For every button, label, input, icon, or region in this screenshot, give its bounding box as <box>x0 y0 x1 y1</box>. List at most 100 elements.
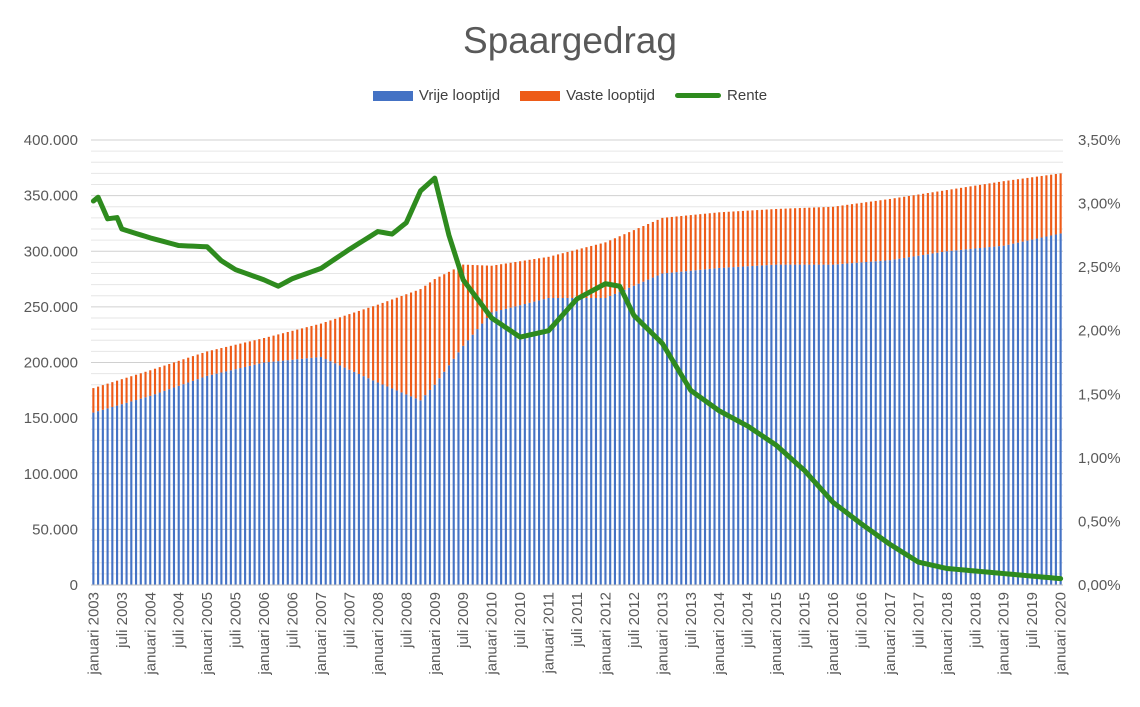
bar-vrije-looptijd <box>599 297 602 585</box>
bar-vaste-looptijd <box>760 209 763 266</box>
x-tick-label: juli 2003 <box>114 592 131 649</box>
bar-vaste-looptijd <box>794 208 797 265</box>
bar-vaste-looptijd <box>542 257 545 300</box>
y-right-tick-label: 1,00% <box>1078 450 1121 467</box>
bar-vrije-looptijd <box>182 384 185 585</box>
y-right-tick-label: 2,00% <box>1078 323 1121 340</box>
bar-vrije-looptijd <box>296 359 299 585</box>
bar-vrije-looptijd <box>376 382 379 585</box>
bar-vaste-looptijd <box>846 204 849 264</box>
bar-vaste-looptijd <box>485 265 488 318</box>
y-left-tick-label: 250.000 <box>24 299 78 316</box>
bar-vaste-looptijd <box>888 198 892 261</box>
bar-vrije-looptijd <box>779 264 782 585</box>
bar-vrije-looptijd <box>490 312 493 585</box>
bar-vaste-looptijd <box>623 234 626 290</box>
bar-vaste-looptijd <box>841 205 844 264</box>
bar-vrije-looptijd <box>656 275 659 585</box>
bar-vaste-looptijd <box>149 370 152 396</box>
bar-vrije-looptijd <box>409 396 413 585</box>
legend-label-vrije-looptijd: Vrije looptijd <box>418 87 501 104</box>
bar-vrije-looptijd <box>926 254 929 585</box>
bar-vrije-looptijd <box>234 369 237 585</box>
bar-vaste-looptijd <box>163 365 166 391</box>
bar-vrije-looptijd <box>922 254 925 586</box>
bar-vaste-looptijd <box>509 262 512 308</box>
bar-vrije-looptijd <box>547 297 550 585</box>
bar-vrije-looptijd <box>846 263 849 585</box>
bar-vrije-looptijd <box>300 358 304 585</box>
bar-vrije-looptijd <box>125 402 128 585</box>
bar-vaste-looptijd <box>504 263 507 309</box>
x-tick-label: januari 2004 <box>142 592 159 676</box>
bar-vaste-looptijd <box>281 333 285 361</box>
bar-vrije-looptijd <box>187 382 190 585</box>
bar-vaste-looptijd <box>519 261 522 306</box>
bar-vrije-looptijd <box>92 412 95 585</box>
bar-vrije-looptijd <box>1040 237 1043 585</box>
bar-vaste-looptijd <box>481 265 484 324</box>
bar-vrije-looptijd <box>884 260 887 585</box>
bar-vrije-looptijd <box>244 366 247 585</box>
bar-vrije-looptijd <box>1016 242 1020 586</box>
bar-vaste-looptijd <box>182 359 185 385</box>
bar-vrije-looptijd <box>775 264 778 585</box>
bar-vaste-looptijd <box>874 200 877 262</box>
bar-vaste-looptijd <box>983 184 986 248</box>
bar-vrije-looptijd <box>708 268 711 585</box>
bar-vrije-looptijd <box>97 411 100 585</box>
bar-vaste-looptijd <box>168 363 171 390</box>
x-tick-label: juli 2018 <box>967 592 984 649</box>
bar-vrije-looptijd <box>647 279 650 585</box>
bar-vrije-looptijd <box>509 307 512 585</box>
bar-vrije-looptijd <box>106 408 109 585</box>
bar-vrije-looptijd <box>1050 235 1053 586</box>
x-tick-label: juli 2011 <box>569 592 586 648</box>
bar-vrije-looptijd <box>637 283 640 585</box>
bar-vaste-looptijd <box>395 297 398 391</box>
bar-vrije-looptijd <box>813 264 816 585</box>
bar-vaste-looptijd <box>1040 175 1043 238</box>
bar-vaste-looptijd <box>703 213 707 270</box>
y-left-tick-label: 0 <box>70 577 78 594</box>
bar-vaste-looptijd <box>879 200 882 261</box>
bar-vrije-looptijd <box>585 297 588 585</box>
x-tick-label: januari 2013 <box>654 592 671 676</box>
bar-vaste-looptijd <box>262 338 266 363</box>
bar-vaste-looptijd <box>277 334 280 362</box>
bar-vaste-looptijd <box>1059 173 1062 234</box>
bar-vrije-looptijd <box>305 358 308 585</box>
bar-vrije-looptijd <box>357 373 360 585</box>
y-left-tick-label: 100.000 <box>24 466 78 483</box>
bar-vrije-looptijd <box>571 297 574 585</box>
bar-vaste-looptijd <box>253 340 256 365</box>
bar-vrije-looptijd <box>201 377 204 585</box>
x-tick-label: januari 2019 <box>996 592 1013 676</box>
bar-vrije-looptijd <box>206 375 209 585</box>
bar-vrije-looptijd <box>220 372 223 585</box>
x-tick-label: januari 2003 <box>85 592 102 676</box>
bar-vrije-looptijd <box>533 301 536 585</box>
bar-vaste-looptijd <box>884 199 887 261</box>
bar-vrije-looptijd <box>945 251 948 585</box>
bar-vaste-looptijd <box>196 354 199 380</box>
rente-line <box>90 175 1064 582</box>
bar-vrije-looptijd <box>158 392 161 585</box>
x-tick-label: juli 2006 <box>285 592 302 649</box>
bar-vrije-looptijd <box>1021 241 1024 585</box>
bar-vrije-looptijd <box>575 297 579 585</box>
bar-vaste-looptijd <box>746 210 749 267</box>
bar-vaste-looptijd <box>860 202 863 263</box>
y-right-tick-label: 0,00% <box>1078 577 1121 594</box>
legend-label-rente: Rente <box>727 87 768 104</box>
bar-vrije-looptijd <box>353 371 356 585</box>
bar-vaste-looptijd <box>300 328 304 359</box>
bar-vrije-looptijd <box>395 390 398 585</box>
bar-vaste-looptijd <box>779 208 782 265</box>
bar-vrije-looptijd <box>590 297 593 585</box>
bar-vrije-looptijd <box>765 265 768 585</box>
bar-vrije-looptijd <box>841 263 844 585</box>
bar-vrije-looptijd <box>684 271 688 585</box>
